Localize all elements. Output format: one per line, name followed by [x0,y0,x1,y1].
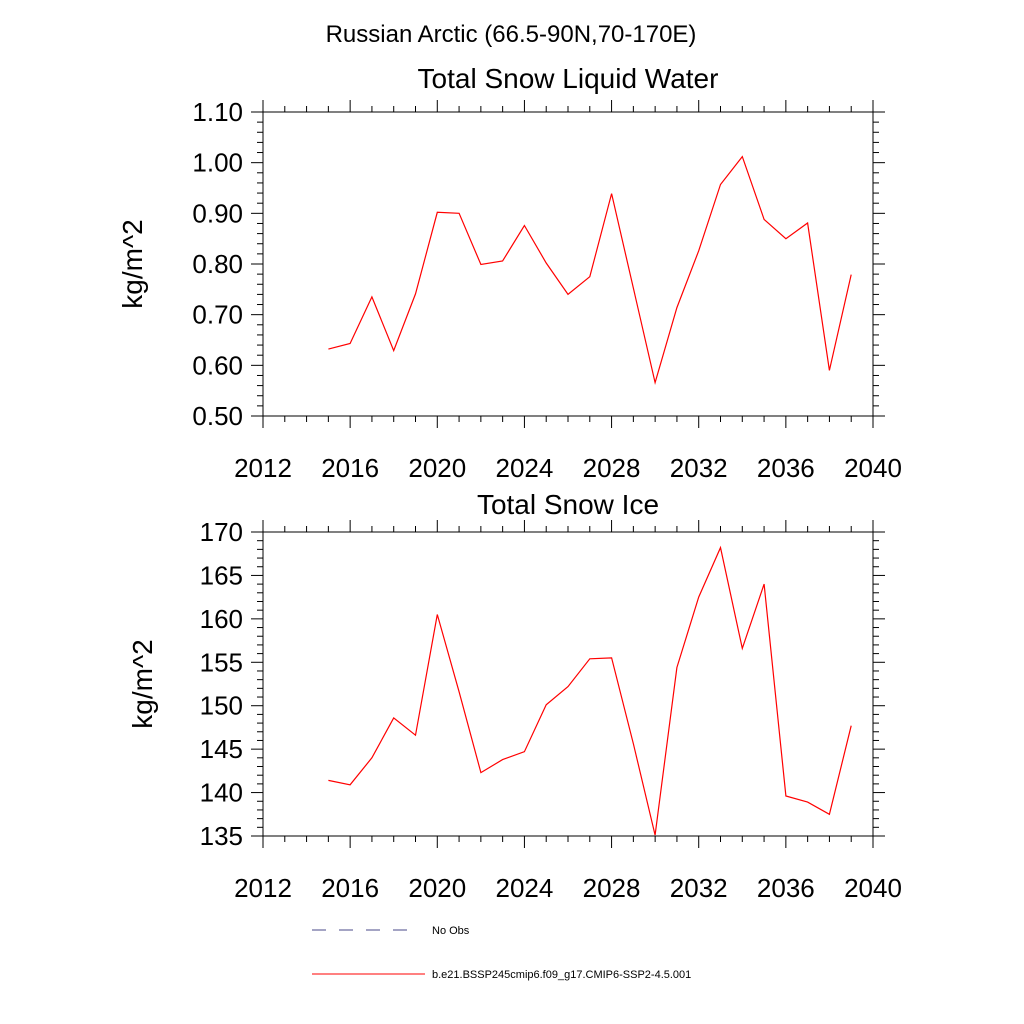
y-tick-label: 150 [200,691,243,721]
x-tick-label: 2016 [321,873,379,903]
x-tick-label: 2040 [844,453,902,483]
y-tick-label: 0.50 [192,401,243,431]
series-line-liquid-water [328,155,852,385]
snow-liquid-water-panel: Total Snow Liquid Water 2012 2016 2020 2024 2… [117,63,902,483]
snow-ice-panel: Total Snow Ice 2012 2016 2020 2024 2028 2032 20… [127,489,902,903]
y-tick-label: 0.80 [192,249,243,279]
series-line-snow-ice [328,545,852,836]
x-tick-label: 2020 [408,873,466,903]
x-tick-label: 2036 [757,873,815,903]
y-axis-label: kg/m^2 [117,219,148,308]
legend-label-no-obs: No Obs [432,925,470,937]
x-tick-label: 2024 [496,873,554,903]
x-tick-label: 2012 [234,453,292,483]
x-tick-label: 2028 [583,873,641,903]
legend-item-no-obs: No Obs [312,925,470,937]
y-tick-label: 145 [200,734,243,764]
y-tick-label: 0.60 [192,350,243,380]
y-tick-label: 0.90 [192,198,243,228]
x-tick-label: 2028 [583,453,641,483]
plot-frame [262,111,874,417]
y-tick-label: 155 [200,647,243,677]
y-axis-label: kg/m^2 [127,639,158,728]
x-tick-label: 2032 [670,453,728,483]
y-tick-label: 165 [200,560,243,590]
y-tick-label: 160 [200,604,243,634]
y-tick-label: 170 [200,517,243,547]
figure-title: Russian Arctic (66.5-90N,70-170E) [326,21,697,48]
legend-label-model: b.e21.BSSP245cmip6.f09_g17.CMIP6-SSP2-4.… [432,969,691,981]
y-tick-label: 140 [200,778,243,808]
plot-frame [262,531,874,837]
x-tick-label: 2020 [408,453,466,483]
y-tick-label: 1.10 [192,97,243,127]
legend: No Obs b.e21.BSSP245cmip6.f09_g17.CMIP6-… [312,925,691,981]
x-tick-label: 2040 [844,873,902,903]
legend-item-model: b.e21.BSSP245cmip6.f09_g17.CMIP6-SSP2-4.… [312,969,691,981]
y-tick-label: 0.70 [192,300,243,330]
x-tick-label: 2032 [670,873,728,903]
y-tick-label: 1.00 [192,148,243,178]
chart-title: Total Snow Liquid Water [418,63,719,94]
x-tick-label: 2012 [234,873,292,903]
x-tick-label: 2016 [321,453,379,483]
x-tick-label: 2024 [496,453,554,483]
x-tick-label: 2036 [757,453,815,483]
chart-title: Total Snow Ice [477,489,659,520]
y-tick-label: 135 [200,821,243,851]
